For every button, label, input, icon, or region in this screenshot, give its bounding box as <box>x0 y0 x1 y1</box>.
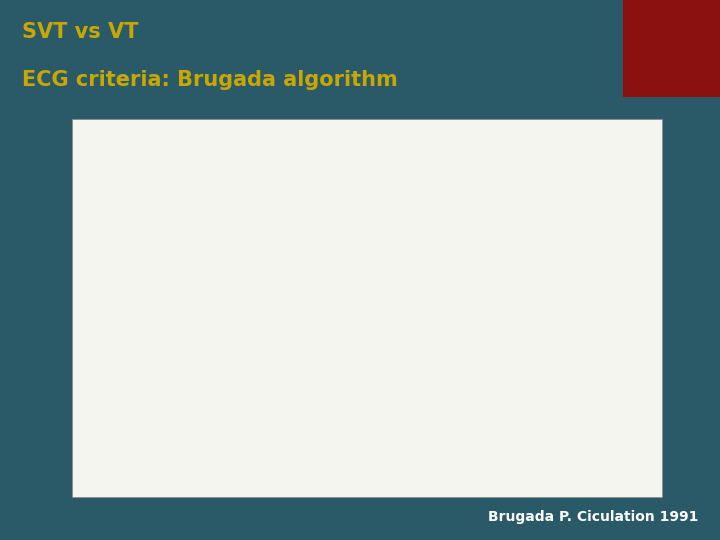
FancyBboxPatch shape <box>252 310 482 347</box>
FancyBboxPatch shape <box>396 440 477 463</box>
Text: No: No <box>420 274 430 284</box>
Text: VT: VT <box>140 212 156 222</box>
Text: SVT: SVT <box>499 472 523 482</box>
Text: sens = .21
spec = 1.0: sens = .21 spec = 1.0 <box>185 207 238 226</box>
Text: R to S Interval >100 MS
in one precordial lead?: R to S Interval >100 MS in one precordia… <box>305 231 429 251</box>
FancyBboxPatch shape <box>264 355 344 379</box>
FancyBboxPatch shape <box>275 440 356 463</box>
Text: Yes: Yes <box>284 274 300 284</box>
Text: ECG criteria: Brugada algorithm: ECG criteria: Brugada algorithm <box>22 70 397 90</box>
Text: VT: VT <box>140 387 156 397</box>
Text: Yes: Yes <box>284 185 300 194</box>
Text: VT: VT <box>227 472 243 482</box>
Text: No: No <box>420 362 430 372</box>
Text: Yes: Yes <box>307 447 323 456</box>
FancyBboxPatch shape <box>223 133 511 170</box>
FancyBboxPatch shape <box>189 396 546 433</box>
FancyBboxPatch shape <box>384 178 465 201</box>
Text: sens = .987
spec = .965: sens = .987 spec = .965 <box>269 467 328 487</box>
FancyBboxPatch shape <box>384 267 465 291</box>
Text: Atrioventricular
dissociation?: Atrioventricular dissociation? <box>324 319 410 338</box>
FancyBboxPatch shape <box>252 267 333 291</box>
FancyBboxPatch shape <box>379 462 505 492</box>
Text: No: No <box>431 447 441 456</box>
Text: Absence of an RS complex
in all precordial leads?: Absence of an RS complex in all precordi… <box>302 141 432 161</box>
Text: VT: VT <box>140 300 156 309</box>
FancyBboxPatch shape <box>154 201 269 232</box>
Text: Brugada P. Ciculation 1991: Brugada P. Ciculation 1991 <box>488 510 698 524</box>
Text: sens = .965
spec = .987: sens = .965 spec = .987 <box>413 467 472 487</box>
FancyBboxPatch shape <box>154 289 269 320</box>
Text: Morphology criteria for VT present
both in precordial leads V1-2 and V6?: Morphology criteria for VT present both … <box>268 405 467 424</box>
Text: Yes: Yes <box>296 362 312 372</box>
Text: SVT vs VT: SVT vs VT <box>22 22 138 42</box>
FancyBboxPatch shape <box>235 462 361 492</box>
Text: sens = .82
spec = .98: sens = .82 spec = .98 <box>185 383 238 402</box>
FancyBboxPatch shape <box>384 355 465 379</box>
FancyBboxPatch shape <box>252 178 333 201</box>
FancyBboxPatch shape <box>223 222 511 259</box>
FancyBboxPatch shape <box>154 377 269 408</box>
Text: sens = .66
spec = .98: sens = .66 spec = .98 <box>185 295 238 314</box>
Text: No: No <box>420 185 430 194</box>
